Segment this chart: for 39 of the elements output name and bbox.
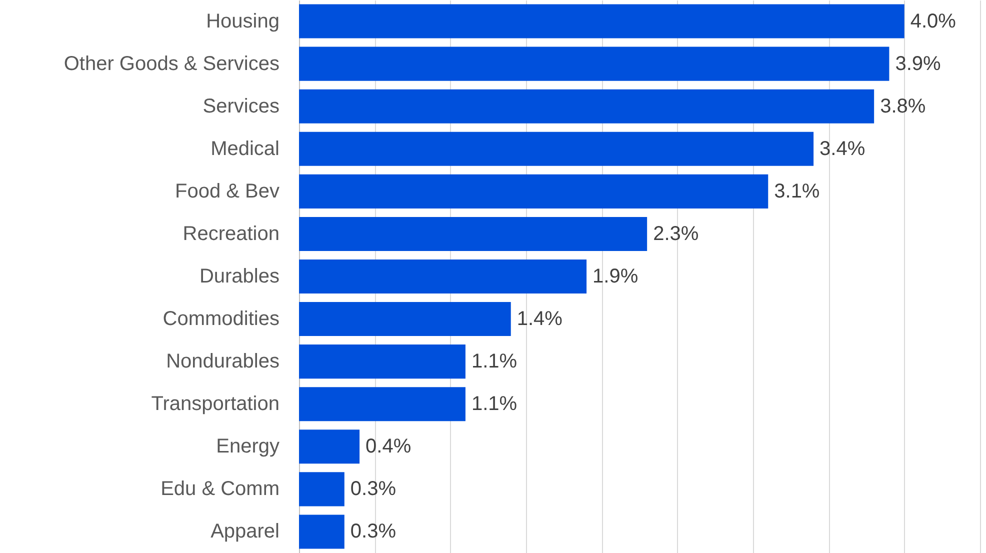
data-label: 1.9% — [592, 266, 638, 288]
y-tick-label: Edu & Comm — [160, 478, 280, 500]
bar — [299, 387, 466, 422]
data-label: 1.1% — [471, 350, 518, 373]
y-tick-label: Durables — [199, 266, 280, 288]
y-tick-label: Recreation — [182, 222, 280, 245]
y-tick-label: Housing — [206, 10, 280, 32]
data-label: 0.3% — [350, 478, 396, 500]
bar — [299, 430, 360, 464]
bar — [299, 302, 511, 336]
data-label: 3.1% — [774, 180, 820, 202]
data-label: 3.9% — [895, 52, 942, 75]
y-tick-label: Food & Bev — [174, 180, 280, 202]
bar — [299, 4, 904, 38]
data-label: 3.4% — [820, 138, 866, 160]
bar — [299, 472, 344, 506]
y-tick-label: Services — [202, 95, 280, 118]
data-label: 1.4% — [516, 308, 563, 330]
bar — [299, 174, 768, 208]
y-tick-label: Apparel — [210, 520, 280, 543]
y-tick-label: Energy — [216, 436, 280, 458]
bar — [299, 514, 344, 549]
bar — [299, 216, 648, 251]
y-tick-label: Nondurables — [166, 350, 280, 373]
bar — [299, 89, 874, 124]
bar — [299, 46, 890, 81]
data-label: 2.3% — [653, 222, 699, 245]
data-label: 0.3% — [350, 520, 396, 543]
bar — [299, 259, 587, 294]
data-label: 4.0% — [910, 10, 956, 32]
data-label: 1.1% — [471, 393, 518, 416]
data-label: 3.8% — [880, 95, 926, 118]
y-tick-label: Other Goods & Services — [64, 52, 280, 75]
data-label: 0.4% — [366, 436, 412, 458]
y-tick-label: Commodities — [162, 308, 280, 330]
y-tick-label: Medical — [210, 138, 280, 160]
bar — [299, 132, 814, 166]
y-tick-label: Transportation — [151, 393, 280, 416]
bar — [299, 344, 466, 379]
